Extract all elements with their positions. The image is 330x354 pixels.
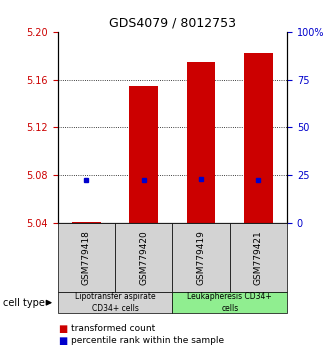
Bar bbox=[244, 53, 273, 223]
Text: percentile rank within the sample: percentile rank within the sample bbox=[71, 336, 224, 345]
Text: Leukapheresis CD34+
cells: Leukapheresis CD34+ cells bbox=[187, 292, 272, 313]
Text: GSM779420: GSM779420 bbox=[139, 230, 148, 285]
Text: ■: ■ bbox=[58, 336, 67, 346]
Text: GSM779418: GSM779418 bbox=[82, 230, 91, 285]
Bar bbox=[129, 86, 158, 223]
Bar bbox=[187, 62, 215, 223]
Text: ■: ■ bbox=[58, 324, 67, 333]
Text: transformed count: transformed count bbox=[71, 324, 155, 333]
Title: GDS4079 / 8012753: GDS4079 / 8012753 bbox=[109, 16, 236, 29]
Text: GSM779421: GSM779421 bbox=[254, 230, 263, 285]
Bar bbox=[72, 222, 101, 223]
Text: Lipotransfer aspirate
CD34+ cells: Lipotransfer aspirate CD34+ cells bbox=[75, 292, 155, 313]
Text: GSM779419: GSM779419 bbox=[197, 230, 206, 285]
Text: cell type: cell type bbox=[3, 298, 45, 308]
